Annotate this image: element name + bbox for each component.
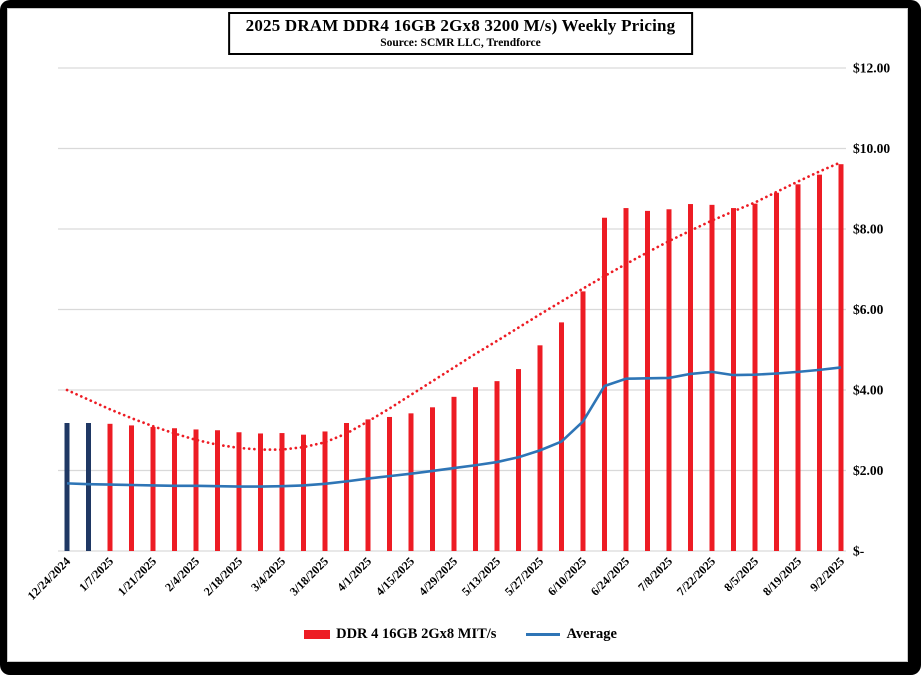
x-tick-label: 4/29/2025 [416,554,460,598]
price-bar [494,381,500,551]
price-bar [537,345,543,551]
price-bar [387,416,392,551]
price-bar [602,217,607,552]
x-tick-label: 3/18/2025 [287,554,331,598]
price-bar [107,423,113,551]
x-tick-label: 7/22/2025 [674,554,718,598]
price-bar [236,432,242,551]
price-bar [838,164,844,551]
price-bar [817,174,822,551]
price-bar [430,407,435,551]
x-tick-label: 4/1/2025 [334,554,374,594]
y-tick-label: $12.00 [853,61,890,76]
x-tick-label: 8/19/2025 [760,554,804,598]
price-bar [129,425,134,551]
price-bar [193,429,199,551]
price-bar [731,208,736,551]
y-tick-label: $2.00 [853,463,884,478]
x-tick-label: 6/24/2025 [588,554,632,598]
y-tick-label: $4.00 [853,383,884,398]
x-tick-label: 8/5/2025 [721,554,761,594]
x-tick-label: 4/15/2025 [373,554,417,598]
x-tick-label: 6/10/2025 [545,554,589,598]
price-bar [688,204,693,552]
bar-series-label: DDR 4 16GB 2Gx8 MIT/s [336,626,497,642]
price-bar [516,369,521,551]
x-tick-label: 3/4/2025 [248,554,288,594]
price-bar [215,430,220,551]
y-tick-label: $6.00 [853,302,884,317]
x-tick-label: 2/18/2025 [201,554,245,598]
price-bar [150,427,156,551]
x-tick-label: 7/8/2025 [635,554,675,594]
price-bar [795,184,801,551]
price-bar [709,204,715,551]
average-line [66,366,842,488]
x-tick-label: 1/21/2025 [115,554,159,598]
average-line-label: Average [566,626,617,642]
x-tick-label: 5/27/2025 [502,554,546,598]
y-tick-label: $10.00 [853,141,890,156]
legend-item-bars: DDR 4 16GB 2Gx8 MIT/s [304,626,496,643]
x-tick-label: 2/4/2025 [162,554,202,594]
price-bar [322,431,328,551]
chart-canvas [7,8,908,662]
price-bar [408,413,414,551]
y-tick-label: $8.00 [853,222,884,237]
price-bar [645,210,650,551]
chart-title: 2025 DRAM DDR4 16GB 2Gx8 3200 M/s) Weekl… [245,16,676,35]
chart-legend: DDR 4 16GB 2Gx8 MIT/s Average [0,626,921,643]
price-bar [666,209,672,551]
x-tick-label: 5/13/2025 [459,554,503,598]
price-bar [473,387,478,551]
y-tick-label: $- [853,544,864,559]
price-bar [344,423,349,551]
price-bar [279,433,285,551]
price-bar [301,434,306,551]
chart-title-box: 2025 DRAM DDR4 16GB 2Gx8 3200 M/s) Weekl… [227,12,694,55]
price-bar [64,423,70,551]
price-bar [451,396,457,551]
price-bar [559,322,564,551]
price-bar [752,203,758,551]
price-bar [258,433,263,551]
price-bar [774,192,779,551]
bar-series-swatch [304,630,331,639]
x-tick-label: 1/7/2025 [76,554,116,594]
x-tick-label: 12/24/2024 [25,554,74,603]
x-tick-label: 9/2/2025 [807,554,847,594]
average-line-swatch [526,633,561,636]
price-bar [365,419,371,551]
price-bar [172,428,177,551]
chart-subtitle: Source: SCMR LLC, Trendforce [380,37,541,49]
price-bar [86,423,91,551]
legend-item-average: Average [526,626,617,643]
